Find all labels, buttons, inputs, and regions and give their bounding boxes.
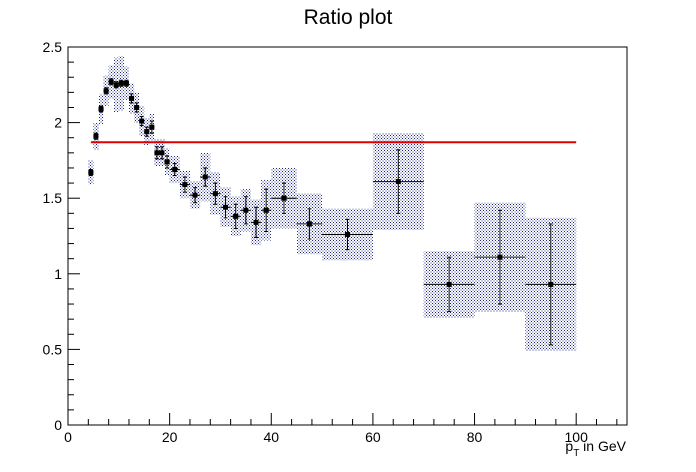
data-point	[230, 203, 241, 229]
data-point	[210, 182, 221, 205]
data-marker	[395, 179, 401, 185]
data-point	[200, 167, 211, 187]
data-point	[271, 182, 297, 214]
data-marker	[233, 213, 239, 219]
y-tick-label: 2	[54, 115, 62, 131]
data-marker	[113, 82, 119, 88]
data-point	[240, 196, 251, 225]
data-point	[189, 187, 201, 204]
data-marker	[253, 219, 259, 225]
data-point	[154, 146, 160, 160]
x-tick-label: 40	[263, 429, 279, 445]
chart-title: Ratio plot	[304, 6, 393, 29]
data-marker	[93, 133, 99, 139]
y-axis: 0 0.5 1 1.5 2 2.5	[43, 39, 80, 433]
x-tick-label: 100	[565, 429, 589, 445]
data-marker	[192, 192, 198, 198]
data-point	[139, 116, 145, 127]
data-points-layer	[88, 78, 577, 346]
x-tick-label: 80	[467, 429, 483, 445]
data-marker	[182, 182, 188, 188]
data-point	[149, 120, 155, 134]
x-axis: 0 20 40 60 80 100	[64, 413, 618, 445]
data-marker	[345, 231, 350, 237]
x-axis-label-main: p	[565, 438, 573, 454]
data-point	[179, 176, 190, 193]
data-marker	[212, 191, 218, 197]
data-marker	[98, 106, 104, 112]
y-tick-label: 0.5	[43, 341, 63, 357]
y-tick-label: 0	[54, 417, 62, 433]
data-marker	[497, 254, 503, 260]
data-marker	[154, 150, 160, 156]
data-point	[88, 168, 94, 177]
data-point	[169, 162, 180, 177]
data-marker	[263, 207, 269, 213]
x-tick-label: 0	[64, 429, 72, 445]
data-point	[118, 79, 124, 87]
data-marker	[306, 221, 312, 227]
data-point	[144, 126, 150, 137]
data-point	[108, 78, 114, 86]
data-point	[103, 87, 109, 95]
data-marker	[548, 281, 554, 287]
data-point	[261, 188, 272, 232]
data-marker	[149, 124, 155, 130]
x-axis-label: pT in GeV	[565, 438, 626, 459]
data-point	[296, 208, 323, 240]
data-point	[159, 146, 165, 160]
data-point	[93, 132, 99, 140]
data-point	[250, 206, 262, 239]
data-point	[113, 81, 119, 89]
data-marker	[134, 104, 140, 110]
y-tick-label: 1	[54, 266, 62, 282]
data-marker	[159, 150, 165, 156]
data-marker	[223, 204, 229, 210]
x-tick-label: 60	[365, 429, 381, 445]
y-tick-label: 1.5	[43, 190, 63, 206]
data-point	[372, 149, 424, 214]
data-marker	[202, 174, 208, 180]
x-tick-label: 20	[162, 429, 178, 445]
data-marker	[446, 281, 452, 287]
data-point	[123, 79, 129, 87]
data-marker	[118, 80, 124, 86]
data-marker	[129, 95, 135, 101]
data-marker	[139, 118, 145, 124]
data-marker	[144, 129, 150, 135]
data-point	[474, 209, 526, 305]
data-point	[164, 155, 170, 169]
data-marker	[281, 195, 287, 201]
data-point	[134, 102, 140, 113]
data-point	[525, 223, 577, 346]
y-tick-label: 2.5	[43, 39, 63, 55]
x-axis-label-suffix: in GeV	[579, 438, 626, 454]
data-marker	[243, 207, 249, 213]
data-point	[220, 196, 231, 219]
data-marker	[88, 169, 94, 175]
data-point	[128, 93, 135, 104]
data-marker	[108, 79, 114, 85]
uncertainty-bands	[88, 56, 577, 351]
data-marker	[164, 159, 170, 165]
data-point	[423, 256, 475, 313]
data-marker	[123, 80, 129, 86]
data-point	[322, 218, 373, 251]
x-axis-label-sub: T	[573, 448, 579, 459]
data-marker	[103, 88, 109, 94]
data-point	[98, 105, 104, 113]
data-marker	[172, 166, 178, 172]
plot-frame	[67, 46, 628, 426]
